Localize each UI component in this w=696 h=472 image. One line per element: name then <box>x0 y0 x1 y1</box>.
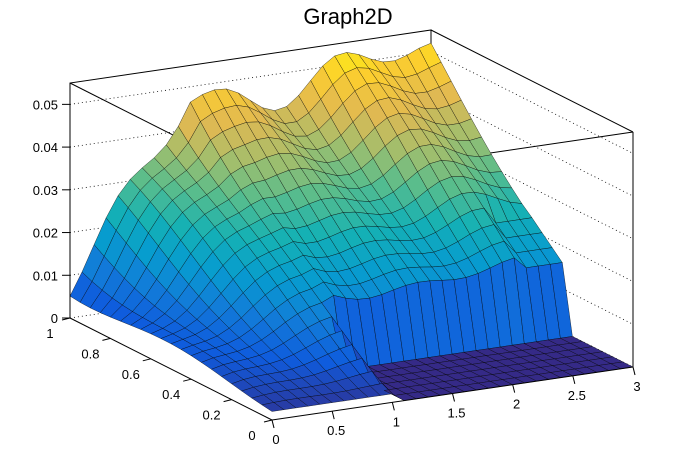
y-tick <box>183 378 192 382</box>
x-tick-label: 1 <box>393 414 400 429</box>
y-tick <box>142 358 151 362</box>
y-tick-label: 1 <box>46 326 53 341</box>
y-axis-line <box>69 317 273 421</box>
y-tick <box>223 399 232 403</box>
y-tick-label: 0.8 <box>81 346 99 361</box>
x-tick <box>572 375 576 384</box>
z-tick-label: 0 <box>51 311 58 326</box>
z-tick-label: 0.01 <box>33 268 58 283</box>
x-tick-label: 3 <box>633 379 640 394</box>
box-right-top-edge <box>430 29 634 133</box>
y-tick <box>263 419 273 423</box>
x-tick-label: 2.5 <box>568 388 586 403</box>
y-tick-label: 0.6 <box>122 367 140 382</box>
x-tick <box>512 384 516 393</box>
y-tick <box>102 337 111 341</box>
x-tick <box>271 419 275 429</box>
x-tick <box>331 411 335 420</box>
x-tick-label: 2 <box>513 397 520 412</box>
x-tick <box>391 402 395 411</box>
z-tick-label: 0.03 <box>33 183 58 198</box>
z-tick-label: 0.02 <box>33 226 58 241</box>
chart-title: Graph2D <box>303 4 393 29</box>
y-tick-label: 0.4 <box>162 387 180 402</box>
x-tick <box>452 393 455 402</box>
x-tick <box>632 366 636 376</box>
y-tick-label: 0 <box>248 428 255 443</box>
z-tick-label: 0.05 <box>33 97 58 112</box>
z-tick-label: 0.04 <box>33 140 58 155</box>
x-tick-label: 1.5 <box>447 406 465 421</box>
y-tick-label: 0.2 <box>203 408 221 423</box>
x-tick-label: 0.5 <box>327 423 345 438</box>
x-tick-label: 0 <box>272 432 279 447</box>
